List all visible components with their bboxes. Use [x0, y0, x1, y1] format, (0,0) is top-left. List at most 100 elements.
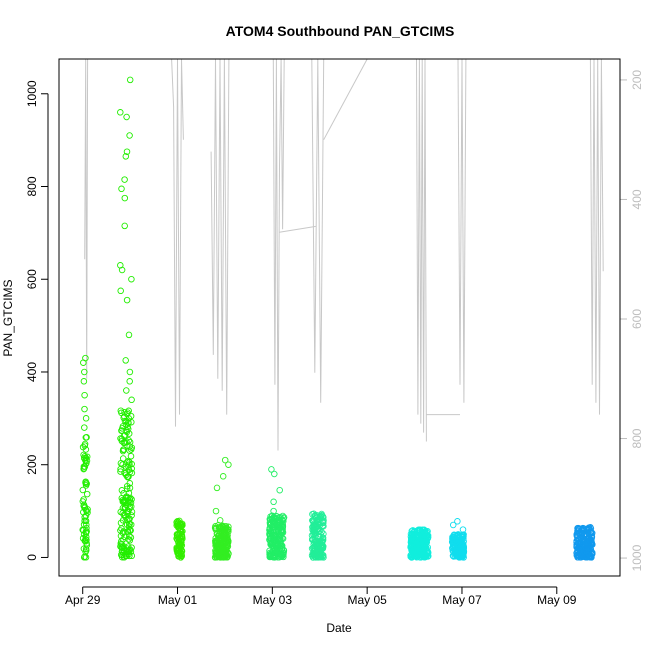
data-point	[118, 435, 126, 443]
data-point	[81, 424, 88, 431]
data-point	[417, 551, 425, 559]
data-point	[271, 470, 278, 478]
data-point	[124, 528, 131, 536]
data-point	[126, 520, 133, 528]
data-point	[271, 521, 278, 529]
data-point	[217, 554, 224, 561]
data-point	[420, 552, 428, 559]
data-point	[278, 542, 286, 550]
x-tick-label: May 01	[158, 593, 198, 607]
data-point	[124, 409, 131, 416]
data-point	[83, 521, 90, 529]
data-point	[118, 487, 126, 494]
data-point	[83, 453, 91, 460]
data-point	[319, 517, 327, 525]
data-point	[80, 554, 88, 561]
data-point	[120, 511, 128, 519]
data-point	[408, 553, 416, 560]
data-point	[585, 543, 593, 551]
data-point	[267, 528, 274, 536]
right-series-line	[272, 58, 285, 451]
data-point	[117, 287, 124, 295]
data-point	[82, 529, 90, 537]
data-point	[219, 473, 227, 480]
data-point	[270, 538, 278, 546]
data-point	[280, 551, 287, 559]
data-point	[414, 547, 422, 554]
data-point	[80, 378, 88, 385]
data-point	[223, 544, 230, 552]
data-point	[317, 548, 324, 556]
right-series-line	[416, 58, 427, 442]
data-point	[177, 537, 185, 545]
data-point	[416, 542, 424, 550]
x-tick-label: May 07	[442, 593, 482, 607]
data-point	[82, 480, 90, 487]
right-series-line	[323, 58, 368, 140]
data-point	[220, 535, 228, 542]
data-point	[211, 524, 219, 532]
data-point	[459, 526, 467, 533]
point-cluster	[173, 517, 186, 561]
data-point	[278, 552, 286, 560]
data-point	[412, 537, 419, 545]
data-point	[320, 522, 327, 530]
data-point	[319, 536, 327, 544]
data-point	[589, 550, 596, 557]
data-point	[128, 275, 135, 283]
data-point	[215, 552, 222, 559]
x-tick-label: May 05	[347, 593, 387, 607]
data-point	[575, 529, 583, 536]
x-axis-label: Date	[326, 621, 352, 635]
plot-frame	[58, 58, 621, 577]
data-point	[575, 552, 583, 560]
data-point	[424, 552, 432, 560]
y-tick-label: 400	[25, 362, 39, 382]
data-point	[82, 446, 90, 453]
data-point	[82, 455, 89, 462]
data-point	[126, 368, 134, 376]
point-cluster	[407, 526, 432, 561]
data-point	[314, 545, 321, 552]
data-point	[224, 543, 232, 550]
data-point	[122, 357, 129, 364]
data-point	[117, 262, 124, 269]
data-point	[81, 405, 88, 413]
y-tick-label: 800	[25, 176, 39, 196]
x-tick-label: Apr 29	[65, 593, 101, 607]
data-point	[121, 413, 128, 420]
data-point	[125, 546, 133, 554]
data-point	[458, 539, 465, 546]
data-point	[125, 497, 132, 505]
data-point	[456, 554, 463, 561]
data-point	[319, 513, 327, 520]
data-point	[578, 553, 585, 560]
data-point	[414, 527, 421, 535]
data-point	[81, 513, 88, 521]
data-point	[124, 423, 131, 431]
right-tick-label: 400	[630, 189, 644, 209]
data-point	[586, 531, 593, 539]
data-point	[410, 546, 417, 554]
data-point	[125, 331, 133, 339]
data-point	[411, 553, 418, 560]
data-point	[122, 153, 130, 160]
data-point	[266, 549, 273, 557]
data-point	[125, 419, 132, 427]
point-cluster	[573, 524, 596, 561]
data-point	[80, 531, 88, 538]
y-tick-label: 600	[25, 269, 39, 289]
data-point	[81, 368, 88, 376]
data-point	[82, 512, 90, 519]
data-point	[453, 547, 461, 555]
data-point	[82, 545, 90, 553]
data-point	[128, 396, 135, 404]
data-point	[311, 525, 319, 532]
data-point	[123, 113, 130, 121]
data-point	[449, 544, 456, 552]
data-point	[221, 456, 229, 464]
right-tick-label: 600	[630, 309, 644, 329]
data-point	[280, 514, 288, 521]
data-point	[219, 552, 226, 560]
